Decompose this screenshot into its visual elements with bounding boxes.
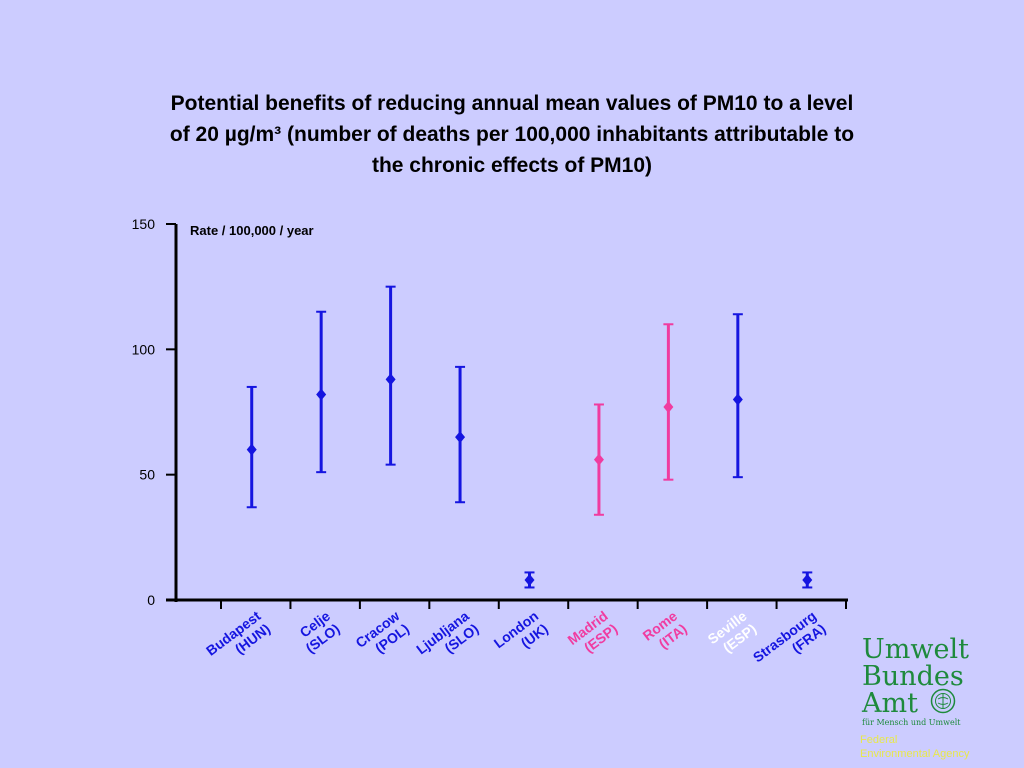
agency-name-line-2: Environmental Agency xyxy=(860,748,970,760)
x-tick-label-ljubljana: Ljubljana(SLO) xyxy=(413,607,481,657)
x-tick-label-cracow: Cracow(POL) xyxy=(352,608,412,657)
data-point-strasbourg xyxy=(802,573,813,586)
data-point-celje xyxy=(316,388,327,401)
data-point-madrid xyxy=(593,453,604,466)
data-point-budapest xyxy=(246,443,257,456)
logo-line-2: Bundes xyxy=(862,661,964,692)
logo-tagline: für Mensch und Umwelt xyxy=(862,718,961,727)
x-tick-label-rome: Rome(ITA) xyxy=(639,607,689,651)
data-point-rome xyxy=(663,400,674,413)
chart-title-line-2: of 20 µg/m³ (number of deaths per 100,00… xyxy=(169,123,855,146)
y-tick-label: 150 xyxy=(132,216,156,232)
x-tick-label-budapest: Budapest(HUN) xyxy=(203,607,273,658)
x-tick-label-celje: Celje(SLO) xyxy=(297,607,343,656)
data-point-cracow xyxy=(385,373,396,386)
logo-line-3: Amt xyxy=(862,688,918,719)
logo-line-1: Umwelt xyxy=(862,634,969,665)
y-axis-label: Rate / 100,000 / year xyxy=(190,223,314,238)
x-tick-label-london: London(UK) xyxy=(491,608,551,652)
chart-title: Potential benefits of reducing annual me… xyxy=(80,88,944,181)
data-point-seville xyxy=(732,393,743,406)
agency-name: Federal Environmental Agency xyxy=(860,733,1020,761)
data-point-ljubljana xyxy=(455,431,466,444)
umweltbundesamt-logo: Umwelt Bundes Amt für Mensch und Umwelt xyxy=(862,636,1012,728)
chart-title-line-3: the chronic effects of PM10) xyxy=(371,154,653,177)
y-tick-label: 0 xyxy=(147,592,155,608)
agency-name-line-1: Federal xyxy=(860,734,898,746)
chart-title-line-1: Potential benefits of reducing annual me… xyxy=(170,92,854,115)
agency-emblem-icon xyxy=(930,688,956,714)
x-tick-label-strasbourg: Strasbourg(FRA) xyxy=(750,608,829,666)
y-tick-label: 100 xyxy=(132,341,156,357)
x-tick-label-madrid: Madrid(ESP) xyxy=(564,608,620,656)
y-tick-label: 50 xyxy=(139,467,155,483)
data-point-london xyxy=(524,573,535,586)
